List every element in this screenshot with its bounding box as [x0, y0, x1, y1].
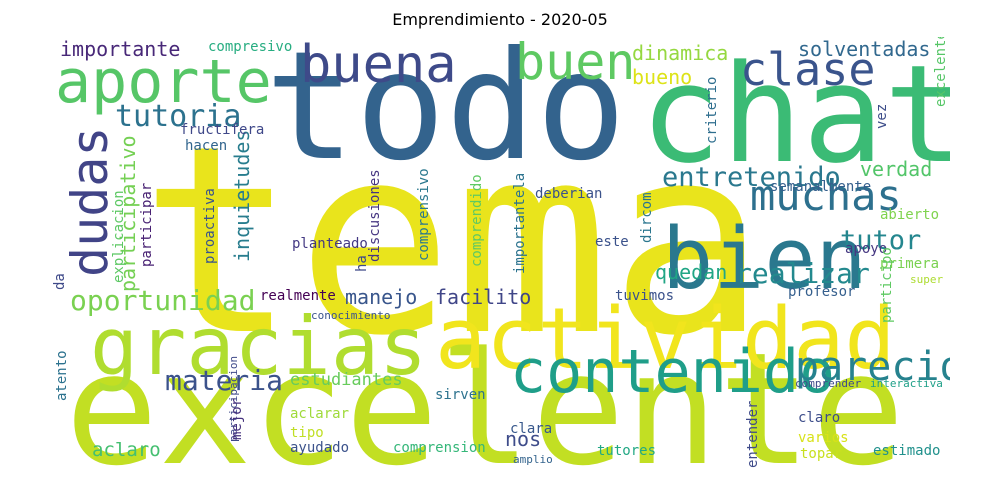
word: comprensivo [416, 168, 432, 261]
word: comprendido [469, 174, 485, 267]
word: comprender [795, 377, 862, 390]
word: fructifera [180, 122, 265, 138]
word: primera [880, 256, 940, 272]
word: super [910, 273, 944, 286]
word: tipo [290, 425, 324, 441]
word: participo [879, 247, 895, 323]
word: parecio [795, 344, 950, 390]
word: gracias [90, 300, 428, 393]
word: dudas [61, 126, 119, 277]
word: clase [740, 43, 876, 96]
word: aporte [55, 47, 272, 117]
word: amplio [513, 453, 553, 466]
word: chat [640, 37, 950, 193]
word: realizar [735, 257, 870, 290]
word: dircom [639, 192, 655, 243]
word: realmente [260, 288, 336, 304]
word: solventadas [798, 37, 931, 61]
word: vez [874, 103, 890, 129]
word: estimado [873, 443, 941, 459]
word: dinamica [632, 41, 729, 65]
word: excelente [65, 319, 905, 487]
word: explicacion [111, 190, 127, 283]
word: tutores [597, 443, 657, 459]
word: muchas [750, 171, 902, 220]
word: clara [510, 421, 553, 437]
word: estudiantes [290, 370, 403, 390]
word: quedan [655, 260, 728, 284]
word: excelente [933, 37, 949, 107]
word-cloud: tema excelente todo chat actividad gracias bie… [50, 37, 950, 487]
word: claro [798, 410, 841, 426]
word: planteado [292, 236, 368, 252]
word: este [595, 234, 629, 250]
word: todo [265, 37, 627, 194]
word: aclaro [92, 439, 161, 461]
word: tema [140, 91, 767, 393]
word: sirven [435, 387, 486, 403]
word: apoyo [845, 241, 888, 257]
word: atento [54, 350, 70, 401]
word: discusiones [367, 169, 383, 262]
word: actividad [435, 290, 896, 389]
word: oportunidad [70, 284, 256, 317]
word: interactiva [870, 377, 943, 390]
word: entender [745, 400, 761, 468]
word: facilito [435, 285, 532, 309]
word: varios [798, 430, 849, 446]
word: importante [60, 37, 181, 61]
word: entretenido [662, 162, 841, 193]
word: hacen [185, 138, 228, 154]
word: profesor [788, 284, 856, 300]
word: contenido [510, 337, 836, 407]
word: tuvimos [615, 288, 675, 304]
word: tutor [840, 225, 922, 256]
word: compresivo [208, 39, 293, 55]
word: comprension [393, 440, 486, 456]
word: buen [515, 37, 636, 91]
word: topar [800, 446, 843, 462]
word: verdad [860, 157, 933, 181]
word: ayudado [290, 440, 350, 456]
word: deberian [535, 186, 603, 202]
word: tutoria [115, 99, 242, 134]
word: conocimiento [311, 309, 391, 322]
word: ha [354, 255, 370, 272]
word: bien [662, 210, 867, 309]
word: semanalmente [770, 179, 872, 195]
chart-title: Emprendimiento - 2020-05 [392, 10, 608, 29]
word: da [52, 273, 68, 290]
word: criterio [704, 76, 720, 144]
word: importantela [512, 172, 528, 274]
word: participar [139, 182, 155, 267]
word: buena [300, 37, 457, 95]
word: mejor [229, 397, 245, 440]
word: materia [165, 364, 284, 397]
word: nos [505, 427, 542, 451]
word: aclarar [290, 406, 350, 422]
word: abierto [880, 207, 940, 223]
word: proactiva [202, 188, 218, 264]
word: bueno [632, 65, 693, 89]
word: manejo [345, 285, 418, 309]
word: inquietudes [230, 129, 254, 262]
